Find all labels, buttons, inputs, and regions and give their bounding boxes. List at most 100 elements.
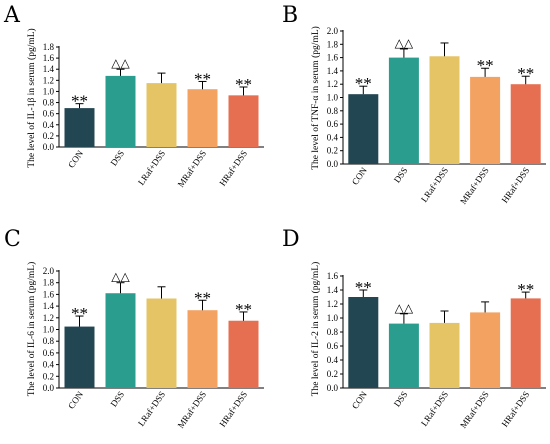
panel-c-ytick-label: 2.0 [43,266,55,276]
panel-d-ytick-label: 0.2 [327,369,338,379]
panel-d-ytick-label: 0.0 [327,383,339,393]
panel-b-xtick-label: CON [350,165,369,187]
panel-a-xtick-label: MRaf+DSS [176,148,209,189]
panel-a-ytick-label: 0.0 [43,142,55,152]
panel-b-xtick-label: DSS [392,165,410,184]
panel-c-ytick-label: 1.6 [43,289,55,299]
panel-b-bar [388,57,419,164]
panel-d-letter: D [282,227,300,252]
panel-b-ytick-label: 1.4 [327,66,339,76]
panel-d-bar [510,298,541,388]
panel-b-significance-mark: ** [517,64,534,83]
panel-a-bar [146,83,177,147]
panel-d-xtick-label: CON [350,389,369,411]
panel-c-significance-mark: ** [194,288,211,307]
panel-c-bar [105,293,136,388]
panel-b-xtick-label: MRaf+DSS [458,165,491,206]
panel-c-ytick-label: 0.2 [43,371,54,381]
panel-c-xtick-label: MRaf+DSS [176,389,209,430]
panel-b-ylabel: The level of TNF-α in serum (pg/mL) [310,26,321,170]
panel-a-xtick-label: CON [66,148,85,170]
panel-b-ytick-label: 1.8 [327,39,339,49]
panel-d-bar [470,312,501,388]
panel-b-significance-mark: △△ [395,36,414,50]
panel-a-significance-mark: ** [235,75,252,94]
panel-d-ylabel: The level of IL-2 in serum (pg/mL) [310,262,321,397]
panel-c-ytick-label: 0.8 [43,336,55,346]
panel-a-ytick-label: 1.8 [43,42,55,52]
panel-b-bar [470,76,501,164]
panel-c-bar [146,298,177,388]
panel-c-significance-mark: ** [71,304,88,323]
panel-c-xtick-label: LRaf+DSS [136,389,167,428]
panel-d-xtick-label: MRaf+DSS [458,389,491,430]
panel-c-xtick-label: HRaf+DSS [217,389,249,428]
panel-c-significance-mark: △△ [111,270,130,284]
panel-c-ytick-label: 1.4 [43,301,55,311]
panel-b-ytick-label: 1.6 [327,53,339,63]
panel-c-ytick-label: 1.0 [43,325,55,335]
panel-c-letter: C [4,227,21,252]
panel-a-bar [228,95,259,147]
panel-d-significance-mark: ** [355,278,372,297]
panel-c-bar [228,320,259,388]
panel-a-significance-mark: △△ [111,56,130,70]
panel-d-ytick-label: 0.4 [327,355,339,365]
panel-d-ytick-label: 0.8 [327,327,339,337]
panel-a-bar [187,89,218,147]
panel-c: C The level of IL-6 in serum (pg/mL) 0.0… [4,227,264,430]
panel-c-xtick-label: CON [66,389,85,411]
panel-d-significance-mark: △△ [395,301,414,315]
panel-b-ytick-label: 0.2 [327,146,338,156]
panel-b-bar [348,94,379,164]
panel-b-significance-mark: ** [355,74,372,93]
panel-d-ytick-label: 1.0 [327,313,339,323]
panel-d-ytick-label: 1.2 [327,299,338,309]
panel-d: D The level of IL-2 in serum (pg/mL) 0.0… [282,227,546,430]
panel-d-bar [388,323,419,388]
panel-a-ytick-label: 1.6 [43,53,55,63]
panel-d-xtick-label: DSS [392,389,410,408]
panel-d-ytick-label: 1.6 [327,271,339,281]
panel-b-ytick-label: 2.0 [327,26,339,36]
panel-b-ytick-label: 0.6 [327,119,339,129]
panel-a-significance-mark: ** [71,92,88,111]
panel-a-bar [64,108,95,147]
panel-c-ylabel: The level of IL-6 in serum (pg/mL) [26,262,37,397]
panel-c-ytick-label: 1.8 [43,278,55,288]
panel-a-ytick-label: 0.8 [43,98,55,108]
panel-a-xtick-label: LRaf+DSS [136,148,167,187]
panel-b: B The level of TNF-α in serum (pg/mL) 0.… [282,3,546,206]
panel-b-ytick-label: 0.4 [327,132,339,142]
panel-c-xtick-label: DSS [108,389,126,408]
panel-b-ytick-label: 1.0 [327,93,339,103]
panel-c-ytick-label: 0.4 [43,360,55,370]
panel-d-xtick-label: LRaf+DSS [419,389,450,428]
panel-a-ytick-label: 0.2 [43,131,54,141]
panel-a-letter: A [3,3,21,28]
panel-a-xtick-label: DSS [108,148,126,167]
panel-a-ytick-label: 0.4 [43,120,55,130]
panel-d-bar [429,322,460,388]
panel-c-ytick-label: 0.6 [43,348,55,358]
panel-a-significance-mark: ** [194,69,211,88]
panel-c-bar [187,310,218,388]
panel-d-xtick-label: HRaf+DSS [500,389,532,428]
panel-b-ytick-label: 0.8 [327,106,339,116]
panel-a-ytick-label: 1.0 [43,86,55,96]
panel-a-ylabel: The level of IL-1β in serum (pg/mL) [26,28,37,167]
panel-c-ytick-label: 0.0 [43,383,55,393]
panel-a-xtick-label: HRaf+DSS [217,148,249,187]
panel-d-significance-mark: ** [517,280,534,299]
panel-c-ytick-label: 1.2 [43,313,54,323]
panel-a: A The level of IL-1β in serum (pg/mL) 0.… [3,3,264,189]
panel-a-ytick-label: 0.6 [43,109,55,119]
panel-b-ytick-label: 0.0 [327,159,339,169]
panel-b-bar [510,84,541,164]
panel-b-bar [429,56,460,164]
panel-a-bar [105,75,136,147]
panel-d-bar [348,297,379,388]
panel-b-xtick-label: HRaf+DSS [500,165,532,204]
panel-b-xtick-label: LRaf+DSS [419,165,450,204]
